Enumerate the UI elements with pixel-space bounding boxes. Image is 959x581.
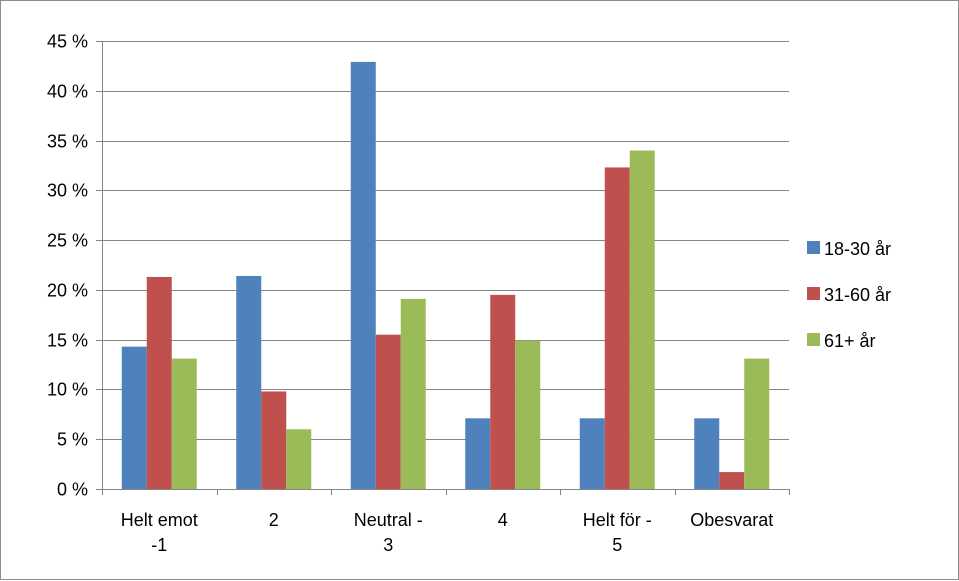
y-tick-label: 0 %: [57, 480, 88, 500]
bars: [121, 61, 770, 490]
legend-swatch: [807, 287, 820, 300]
bar: [579, 418, 605, 489]
bar: [146, 276, 172, 489]
bar: [719, 472, 745, 489]
bar: [629, 150, 655, 489]
x-tick-label: Obesvarat: [690, 510, 773, 530]
bar: [375, 334, 401, 489]
legend: 18-30 år 31-60 år 61+ år: [807, 239, 891, 351]
x-tick-labels: Helt emot -1 2 Neutral - 3 4 Helt för - 5 Obesva…: [121, 510, 774, 555]
bar: [465, 418, 491, 489]
bar: [261, 391, 287, 489]
bar: [515, 340, 541, 489]
x-tick-label: 3: [383, 535, 393, 555]
bar: [236, 275, 262, 489]
bar: [744, 358, 770, 489]
bar: [171, 358, 197, 489]
y-tick-label: 30 %: [47, 181, 88, 201]
x-tick-label: 5: [612, 535, 622, 555]
legend-swatch: [807, 333, 820, 346]
y-tick-label: 20 %: [47, 281, 88, 301]
x-tick-label: Helt för -: [583, 510, 652, 530]
x-tick-label: Helt emot: [121, 510, 198, 530]
x-tick-label: -1: [151, 535, 167, 555]
bar: [694, 418, 720, 489]
gridlines: [102, 41, 789, 440]
y-tick-label: 25 %: [47, 231, 88, 251]
legend-label: 31-60 år: [824, 285, 891, 305]
y-tick-label: 35 %: [47, 132, 88, 152]
y-tick-label: 15 %: [47, 331, 88, 351]
x-tick-label: 4: [498, 510, 508, 530]
axes: [96, 41, 790, 495]
bar: [121, 346, 147, 489]
legend-swatch: [807, 241, 820, 254]
y-tick-labels: 0 % 5 % 10 % 15 % 20 % 25 % 30 % 35 % 40 % 45 %: [47, 32, 88, 500]
y-tick-label: 5 %: [57, 430, 88, 450]
bar: [490, 294, 516, 489]
y-tick-label: 10 %: [47, 380, 88, 400]
y-tick-label: 40 %: [47, 82, 88, 102]
legend-label: 18-30 år: [824, 239, 891, 259]
bar: [604, 167, 630, 490]
y-tick-label: 45 %: [47, 32, 88, 52]
bar: [286, 429, 312, 489]
bar: [400, 298, 426, 489]
x-tick-label: 2: [269, 510, 279, 530]
x-tick-label: Neutral -: [354, 510, 423, 530]
bar: [350, 61, 376, 489]
legend-label: 61+ år: [824, 331, 876, 351]
